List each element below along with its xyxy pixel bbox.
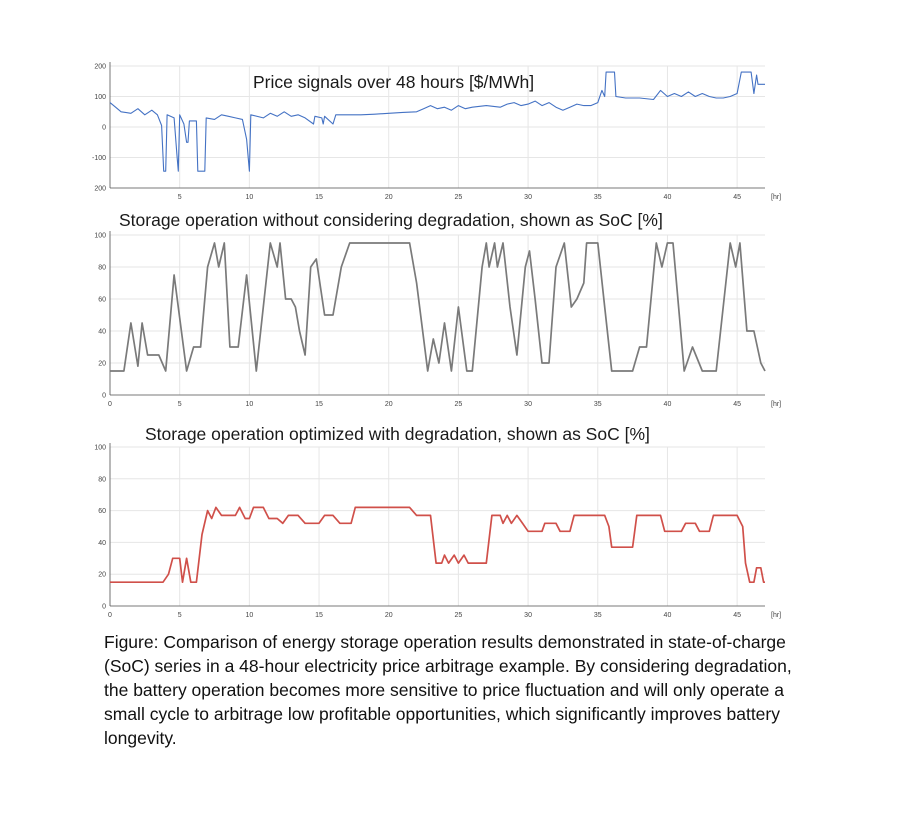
soc-no-degradation-panel: 0 20 40 60 80 100 0 5 10 15 20 25 30 35 40 45 [hr] Stora… — [0, 205, 904, 415]
soc-no-degradation-y-tick-label: 20 — [98, 361, 106, 368]
soc-with-degradation-x-tick-label: 0 — [108, 612, 112, 619]
price-x-tick-label: 35 — [594, 194, 602, 201]
price-y-tick-label: 0 — [102, 125, 106, 132]
soc-with-degradation-x-tick-label: 5 — [178, 612, 182, 619]
soc-with-degradation-y-tick-label: 100 — [94, 445, 106, 452]
price-chart: 200 100 0 -100 200 5 10 15 20 25 30 35 40 45 [hr] — [92, 62, 781, 201]
soc-with-degradation-x-tick-label: 25 — [455, 612, 463, 619]
price-chart-panel: 200 100 0 -100 200 5 10 15 20 25 30 35 40 45 [hr] Pric… — [0, 0, 904, 205]
soc-no-degradation-series-line — [110, 242, 766, 372]
price-x-tick-label: 20 — [385, 194, 393, 201]
soc-no-degradation-x-unit-label: [hr] — [771, 401, 781, 408]
soc-with-degradation-x-tick-label: 20 — [385, 612, 393, 619]
soc-with-degradation-panel: 0 20 40 60 80 100 0 5 10 15 20 25 30 35 40 45 [hr] Stora… — [0, 420, 904, 625]
soc-no-degradation-x-tick-label: 15 — [315, 401, 323, 408]
soc-no-degradation-y-tick-label: 40 — [98, 329, 106, 336]
price-x-tick-label: 10 — [245, 194, 253, 201]
price-x-tick-label: 5 — [178, 194, 182, 201]
soc-no-degradation-x-tick-label: 45 — [733, 401, 741, 408]
soc-with-degradation-y-tick-label: 0 — [102, 604, 106, 611]
soc-no-degradation-y-tick-label: 0 — [102, 393, 106, 400]
figure-caption: Figure: Comparison of energy storage ope… — [104, 632, 792, 748]
soc-no-degradation-x-tick-label: 30 — [524, 401, 532, 408]
soc-no-degradation-chart: 0 20 40 60 80 100 0 5 10 15 20 25 30 35 40 45 [hr] — [94, 231, 781, 408]
soc-with-degradation-title: Storage operation optimized with degrada… — [145, 424, 650, 444]
soc-no-degradation-x-tick-label: 25 — [455, 401, 463, 408]
soc-with-degradation-chart: 0 20 40 60 80 100 0 5 10 15 20 25 30 35 40 45 [hr] — [94, 443, 781, 619]
soc-no-degradation-x-tick-label: 40 — [664, 401, 672, 408]
soc-no-degradation-y-tick-label: 80 — [98, 265, 106, 272]
price-series-line — [109, 71, 765, 172]
soc-with-degradation-x-tick-label: 15 — [315, 612, 323, 619]
soc-no-degradation-y-tick-label: 100 — [94, 233, 106, 240]
soc-no-degradation-x-tick-label: 5 — [178, 401, 182, 408]
soc-with-degradation-x-tick-label: 10 — [245, 612, 253, 619]
price-x-tick-label: 25 — [455, 194, 463, 201]
soc-no-degradation-title: Storage operation without considering de… — [119, 210, 663, 230]
soc-with-degradation-x-tick-label: 40 — [664, 612, 672, 619]
soc-with-degradation-y-tick-label: 20 — [98, 572, 106, 579]
price-y-tick-label: 200 — [94, 186, 106, 193]
soc-with-degradation-y-tick-label: 40 — [98, 540, 106, 547]
soc-no-degradation-x-tick-label: 0 — [108, 401, 112, 408]
price-y-tick-label: -100 — [92, 155, 106, 162]
price-y-tick-label: 100 — [94, 94, 106, 101]
soc-with-degradation-y-tick-label: 60 — [98, 508, 106, 515]
soc-with-degradation-x-unit-label: [hr] — [771, 612, 781, 619]
soc-with-degradation-x-tick-label: 30 — [524, 612, 532, 619]
price-x-tick-label: 30 — [524, 194, 532, 201]
soc-no-degradation-x-tick-label: 10 — [245, 401, 253, 408]
soc-no-degradation-y-tick-label: 60 — [98, 297, 106, 304]
price-x-tick-label: 15 — [315, 194, 323, 201]
price-y-tick-label: 200 — [94, 64, 106, 71]
soc-no-degradation-x-tick-label: 20 — [385, 401, 393, 408]
soc-with-degradation-x-tick-label: 45 — [733, 612, 741, 619]
price-x-unit-label: [hr] — [771, 194, 781, 201]
price-chart-title: Price signals over 48 hours [$/MWh] — [253, 72, 535, 92]
soc-with-degradation-series-line — [110, 506, 765, 584]
soc-with-degradation-y-tick-label: 80 — [98, 476, 106, 483]
price-x-tick-label: 45 — [733, 194, 741, 201]
price-x-tick-label: 40 — [664, 194, 672, 201]
soc-with-degradation-x-tick-label: 35 — [594, 612, 602, 619]
soc-no-degradation-x-tick-label: 35 — [594, 401, 602, 408]
